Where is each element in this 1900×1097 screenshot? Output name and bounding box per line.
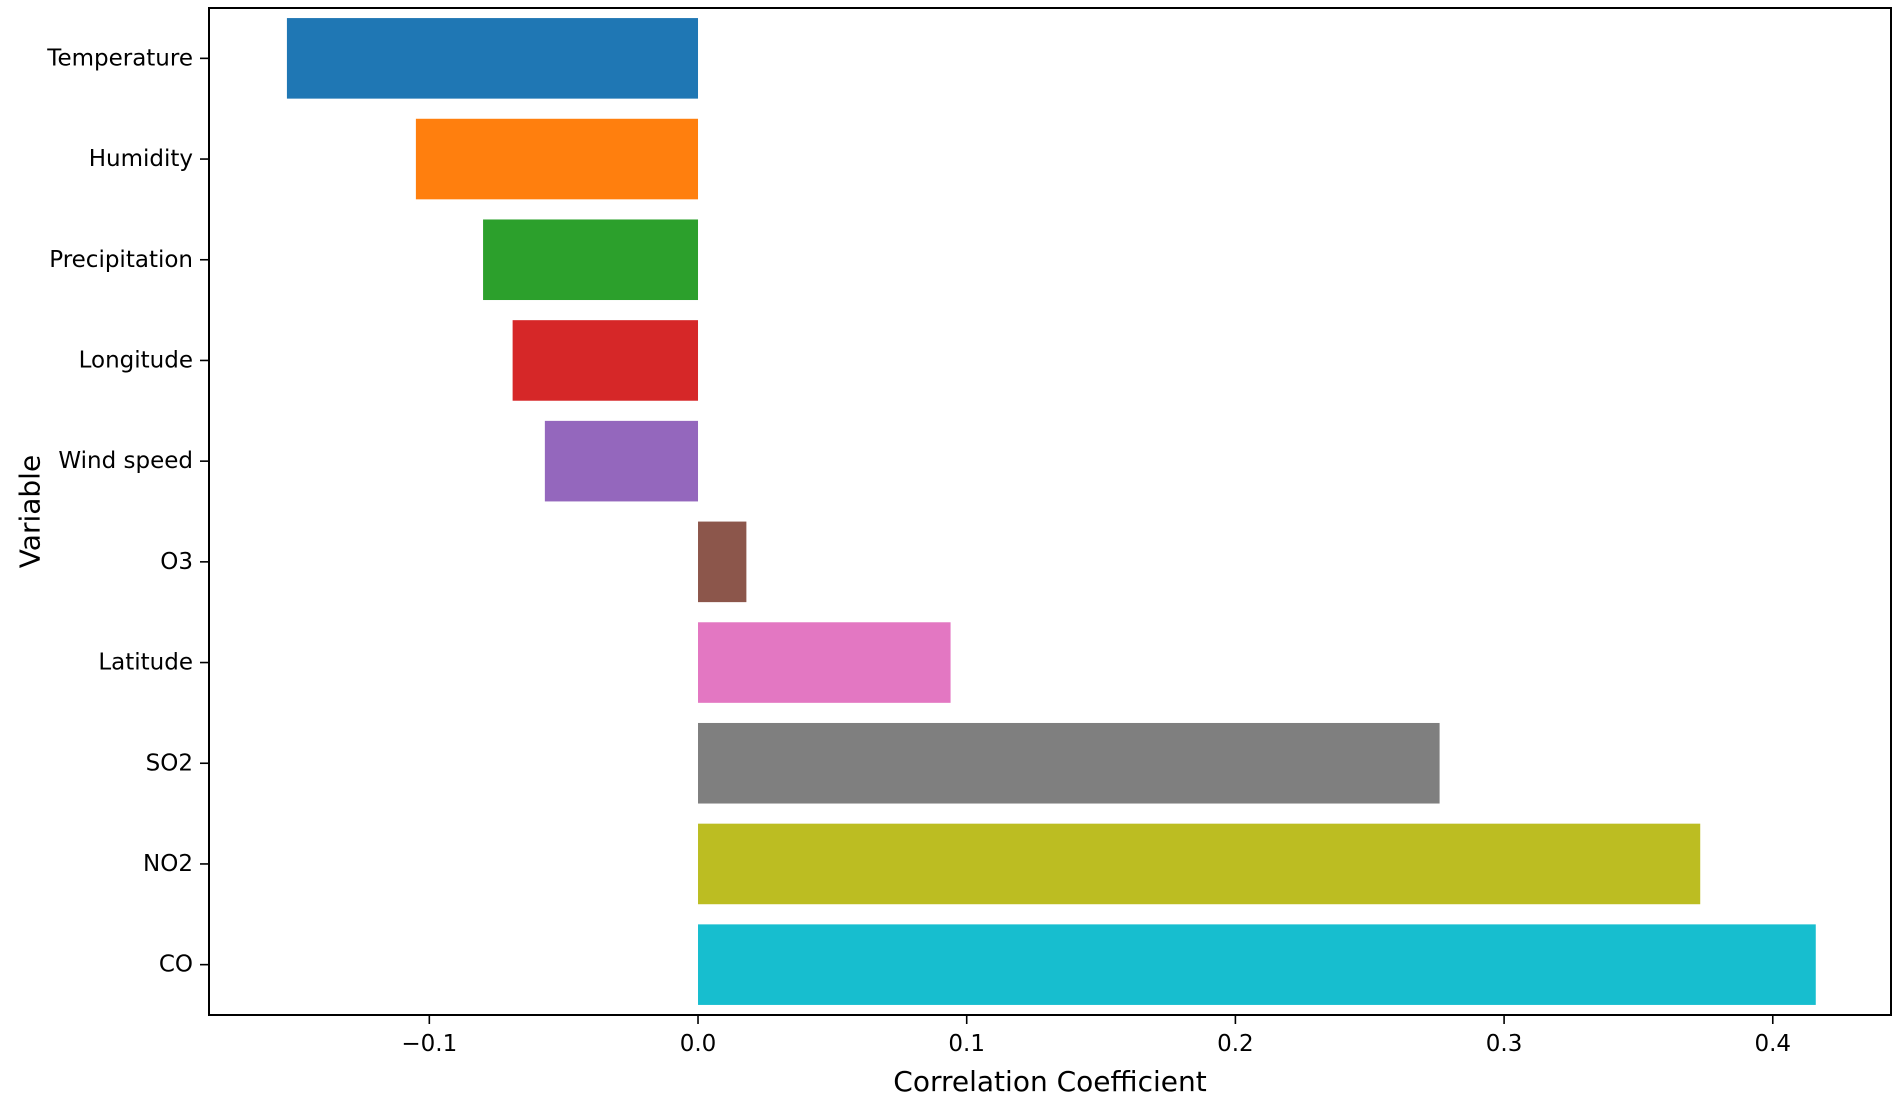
x-tick-label: 0.3 xyxy=(1486,1031,1523,1057)
x-tick-label: 0.4 xyxy=(1754,1031,1791,1057)
y-tick-label: SO2 xyxy=(146,750,193,776)
bar-latitude xyxy=(698,622,951,703)
bar-wind-speed xyxy=(544,420,699,502)
y-tick-label: Precipitation xyxy=(49,247,193,273)
bars-layer xyxy=(286,18,1816,1005)
x-tick-label: 0.1 xyxy=(948,1031,985,1057)
y-axis-title: Variable xyxy=(14,455,47,568)
ticks-layer: Temperature Humidity Precipitation Longitud… xyxy=(46,45,1791,1057)
x-tick-label: 0.0 xyxy=(680,1031,717,1057)
y-tick-label: O3 xyxy=(160,549,193,575)
y-tick-label: Temperature xyxy=(46,45,193,71)
bar-no2 xyxy=(698,823,1701,905)
y-tick-label: NO2 xyxy=(143,851,193,877)
bar-precipitation xyxy=(483,219,699,301)
x-tick-label: 0.2 xyxy=(1217,1031,1254,1057)
x-tick-label: −0.1 xyxy=(401,1031,457,1057)
bar-longitude xyxy=(512,320,699,401)
bar-so2 xyxy=(698,722,1440,804)
x-axis-title: Correlation Coefficient xyxy=(893,1065,1206,1097)
bar-co xyxy=(698,924,1816,1005)
y-tick-label: Longitude xyxy=(79,347,193,373)
y-tick-label: CO xyxy=(159,952,193,978)
bar-temperature xyxy=(286,18,699,99)
y-tick-label: Humidity xyxy=(89,146,193,172)
y-tick-label: Wind speed xyxy=(58,448,193,474)
plot-frame xyxy=(208,7,1892,1016)
bar-humidity xyxy=(415,118,699,200)
bar-o3 xyxy=(698,521,747,603)
y-tick-label: Latitude xyxy=(98,650,193,676)
